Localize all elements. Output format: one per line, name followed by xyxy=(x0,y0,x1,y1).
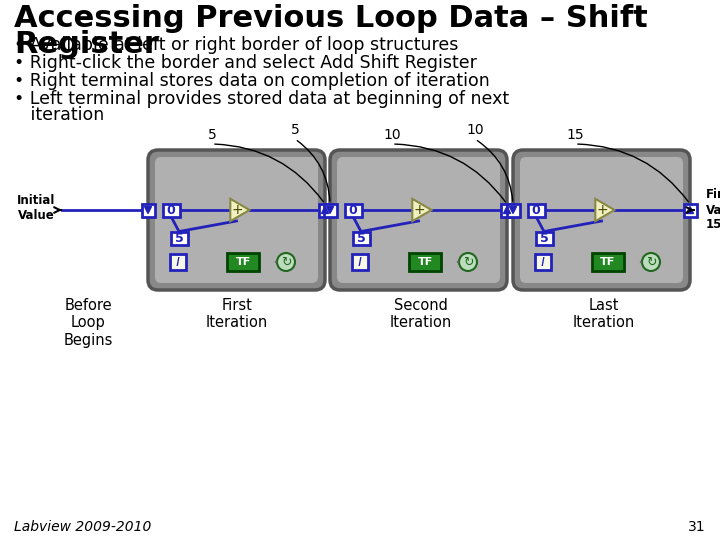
Text: 5: 5 xyxy=(175,232,184,245)
Text: Labview 2009-2010: Labview 2009-2010 xyxy=(14,520,151,534)
Bar xyxy=(163,204,179,217)
FancyBboxPatch shape xyxy=(330,150,507,290)
FancyBboxPatch shape xyxy=(155,157,318,283)
Polygon shape xyxy=(326,206,333,213)
Bar xyxy=(227,253,259,271)
Bar xyxy=(170,254,186,270)
Text: • Available at left or right border of loop structures: • Available at left or right border of l… xyxy=(14,36,459,54)
Bar xyxy=(344,204,361,217)
Text: First
Iteration: First Iteration xyxy=(206,298,268,330)
Bar xyxy=(409,253,441,271)
Text: TF: TF xyxy=(600,257,616,267)
Text: TF: TF xyxy=(418,257,433,267)
Bar xyxy=(171,232,187,245)
Polygon shape xyxy=(503,206,510,213)
Bar xyxy=(353,232,369,245)
Text: +: + xyxy=(597,203,608,217)
Polygon shape xyxy=(230,199,250,221)
Text: 5: 5 xyxy=(291,123,300,137)
Text: iteration: iteration xyxy=(14,106,104,124)
Text: ↻: ↻ xyxy=(281,255,292,268)
FancyBboxPatch shape xyxy=(337,157,500,283)
FancyBboxPatch shape xyxy=(513,150,690,290)
Text: Before
Loop
Begins: Before Loop Begins xyxy=(63,298,113,348)
Polygon shape xyxy=(145,206,151,213)
Bar xyxy=(318,204,331,217)
Bar xyxy=(506,204,520,217)
Bar xyxy=(683,204,696,217)
Circle shape xyxy=(459,253,477,271)
Polygon shape xyxy=(510,206,516,213)
Text: 10: 10 xyxy=(383,128,401,142)
Text: i: i xyxy=(541,254,545,269)
Text: • Right terminal stores data on completion of iteration: • Right terminal stores data on completi… xyxy=(14,72,490,90)
Bar xyxy=(323,204,336,217)
Text: +: + xyxy=(232,203,243,217)
Text: • Right-click the border and select Add Shift Register: • Right-click the border and select Add … xyxy=(14,54,477,72)
Text: 0: 0 xyxy=(166,204,176,217)
FancyBboxPatch shape xyxy=(520,157,683,283)
Text: Final
Value
15: Final Value 15 xyxy=(706,188,720,232)
Circle shape xyxy=(642,253,660,271)
Bar xyxy=(536,232,552,245)
Text: 5: 5 xyxy=(356,232,365,245)
Text: 10: 10 xyxy=(466,123,484,137)
Text: +: + xyxy=(414,203,426,217)
Text: 5: 5 xyxy=(539,232,549,245)
Text: i: i xyxy=(176,254,180,269)
Text: Initial
Value: Initial Value xyxy=(17,194,55,222)
Text: i: i xyxy=(358,254,362,269)
Text: 0: 0 xyxy=(348,204,357,217)
Circle shape xyxy=(277,253,295,271)
Polygon shape xyxy=(413,199,431,221)
Text: Register: Register xyxy=(14,30,159,59)
Text: 15: 15 xyxy=(566,128,584,142)
Text: Second
Iteration: Second Iteration xyxy=(390,298,452,330)
Text: • Left terminal provides stored data at beginning of next: • Left terminal provides stored data at … xyxy=(14,90,509,108)
Bar xyxy=(592,253,624,271)
Bar xyxy=(535,254,551,270)
Text: 5: 5 xyxy=(207,128,217,142)
Text: ↻: ↻ xyxy=(463,255,473,268)
Bar xyxy=(500,204,513,217)
Polygon shape xyxy=(595,199,614,221)
FancyBboxPatch shape xyxy=(148,150,325,290)
Bar xyxy=(142,204,155,217)
Text: TF: TF xyxy=(235,257,251,267)
Polygon shape xyxy=(686,206,693,213)
Bar xyxy=(352,254,368,270)
Text: 0: 0 xyxy=(531,204,541,217)
Text: ↻: ↻ xyxy=(646,255,656,268)
Text: 31: 31 xyxy=(688,520,706,534)
Text: Accessing Previous Loop Data – Shift: Accessing Previous Loop Data – Shift xyxy=(14,4,648,33)
Bar xyxy=(528,204,544,217)
Text: Last
Iteration: Last Iteration xyxy=(573,298,635,330)
Polygon shape xyxy=(322,206,328,213)
